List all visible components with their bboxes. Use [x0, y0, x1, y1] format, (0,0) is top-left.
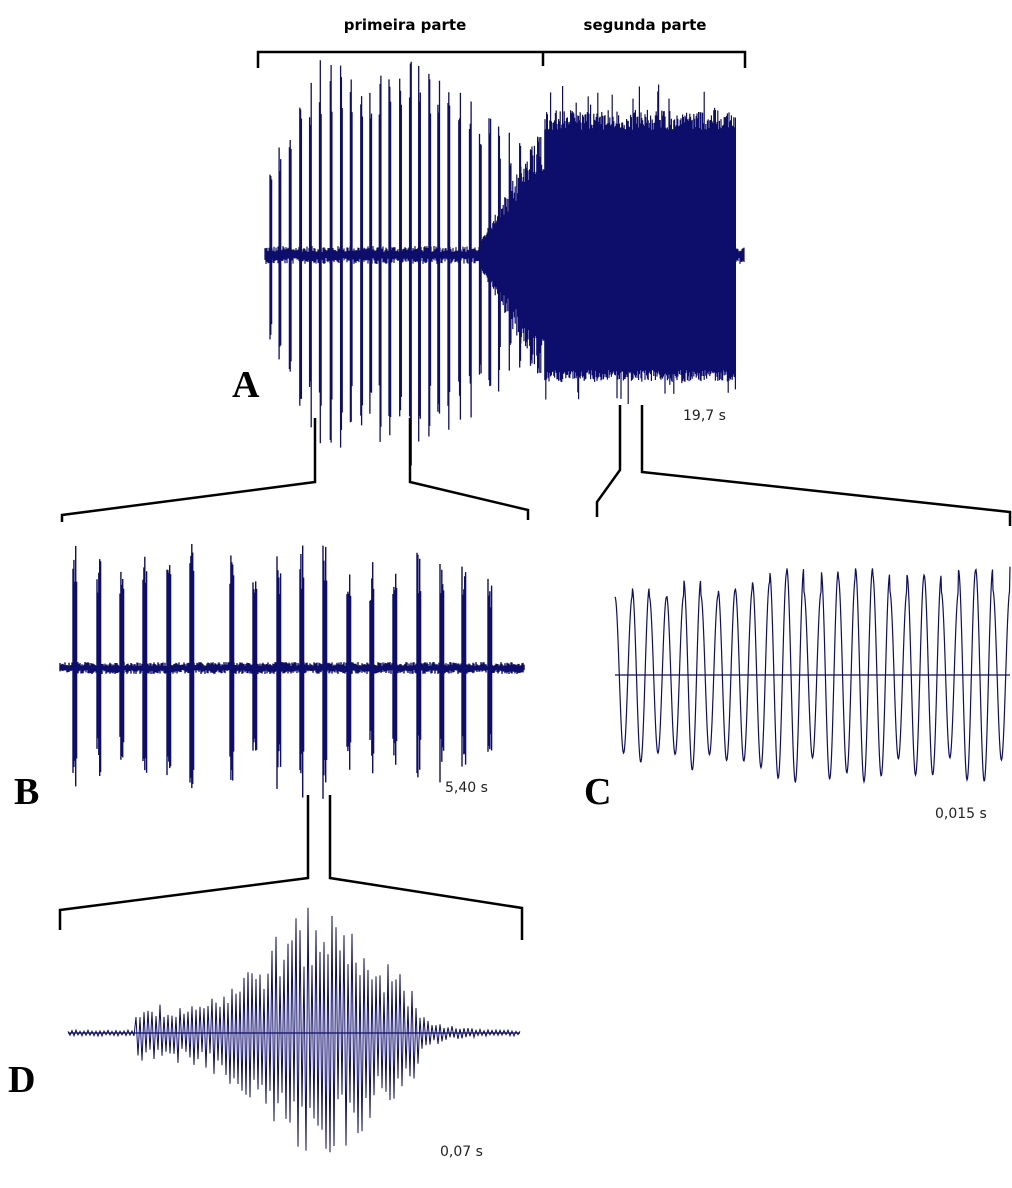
duration-label: 5,40 s: [445, 780, 488, 796]
duration-label: 0,015 s: [935, 806, 987, 822]
panel-label: B: [14, 771, 39, 813]
sine: [614, 566, 1011, 784]
bracket: [256, 50, 747, 68]
zoom-bracket: [58, 795, 524, 940]
waveform-a: [264, 60, 745, 466]
bursts: [59, 544, 525, 799]
waveform-c: [614, 566, 1011, 784]
duration-label: 0,07 s: [440, 1144, 483, 1160]
zoom-bracket: [60, 418, 530, 522]
duration-label: 19,7 s: [683, 408, 726, 424]
waveform-d: [67, 907, 521, 1153]
panel-label: A: [232, 364, 260, 406]
part-label: primeira parte: [344, 16, 467, 34]
call: [67, 907, 521, 1153]
part-label: segunda parte: [584, 16, 707, 34]
panel-label: D: [8, 1059, 35, 1101]
waveform-b: [59, 544, 525, 799]
dense-signal: [479, 84, 736, 405]
panel-label: C: [584, 771, 611, 813]
zoom-bracket: [595, 405, 1012, 526]
